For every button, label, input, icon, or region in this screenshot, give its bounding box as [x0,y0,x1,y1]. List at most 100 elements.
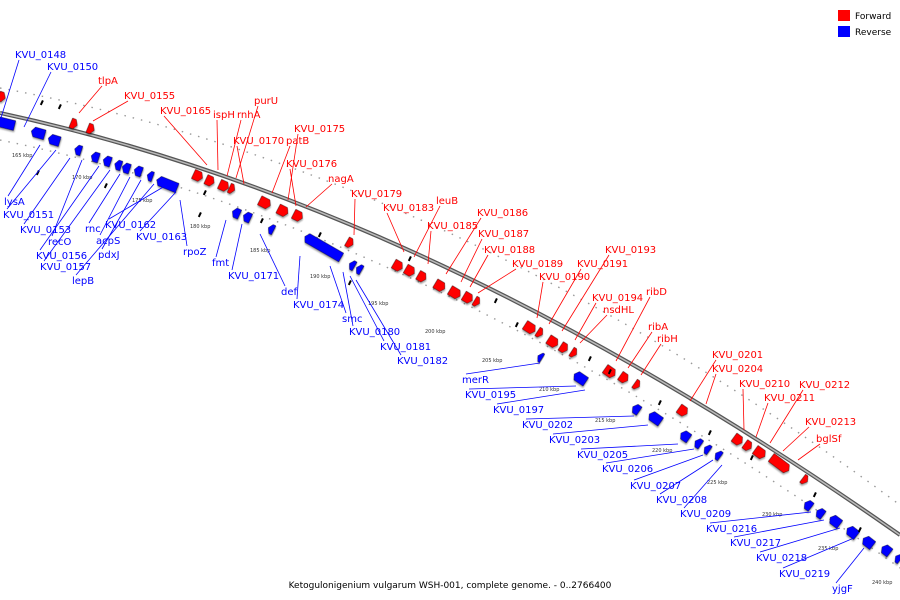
reverse-gene-label[interactable]: KVU_0207 [630,481,681,492]
reverse-gene-21[interactable] [678,429,693,444]
reverse-gene-19[interactable] [630,403,643,416]
forward-gene-0[interactable] [0,90,7,103]
forward-gene-label[interactable]: KVU_0155 [124,91,175,102]
forward-gene-label[interactable]: tlpA [98,76,118,87]
reverse-gene-label[interactable]: KVU_0206 [602,464,653,475]
reverse-gene-8[interactable] [133,165,144,178]
forward-gene-label[interactable]: ribD [646,287,667,298]
forward-gene-17[interactable] [471,295,482,308]
forward-gene-21[interactable] [557,341,570,355]
forward-gene-24[interactable] [617,371,630,384]
reverse-gene-31[interactable] [893,552,900,565]
forward-gene-label[interactable]: KVU_0210 [739,379,790,390]
forward-gene-7[interactable] [257,195,272,210]
forward-gene-26[interactable] [675,403,690,418]
forward-gene-label[interactable]: KVU_0183 [383,203,434,214]
forward-gene-label[interactable]: KVU_0188 [484,245,535,256]
reverse-gene-label[interactable]: KVU_0218 [756,553,807,564]
forward-gene-22[interactable] [568,346,579,359]
reverse-gene-label[interactable]: KVU_0216 [706,524,757,535]
reverse-gene-3[interactable] [73,144,84,157]
forward-gene-1[interactable] [68,117,79,130]
forward-gene-label[interactable]: KVU_0179 [351,189,402,200]
forward-gene-label[interactable]: KVU_0165 [160,106,211,117]
reverse-gene-label[interactable]: KVU_0171 [228,271,279,282]
forward-gene-label[interactable]: KVU_0170 [233,136,284,147]
forward-gene-label[interactable]: KVU_0211 [764,393,815,404]
reverse-gene-0[interactable] [0,114,17,131]
reverse-gene-label[interactable]: pdxJ [98,250,120,261]
reverse-gene-20[interactable] [646,410,664,427]
forward-gene-23[interactable] [601,364,618,379]
forward-gene-label[interactable]: KVU_0185 [427,221,478,232]
forward-gene-label[interactable]: KVU_0187 [478,229,529,240]
forward-gene-label[interactable]: leuB [436,196,458,207]
forward-gene-15[interactable] [447,285,462,301]
reverse-gene-9[interactable] [145,170,155,182]
reverse-gene-label[interactable]: KVU_0180 [349,327,400,338]
forward-gene-label[interactable]: ribH [657,334,678,345]
reverse-gene-18[interactable] [571,370,589,387]
reverse-gene-17[interactable] [535,351,546,363]
reverse-gene-24[interactable] [713,449,724,462]
forward-gene-11[interactable] [390,258,405,273]
forward-gene-label[interactable]: nagA [328,174,354,185]
forward-gene-label[interactable]: KVU_0201 [712,350,763,361]
reverse-gene-22[interactable] [692,437,705,450]
reverse-gene-11[interactable] [230,207,243,220]
forward-gene-label[interactable]: KVU_0212 [799,380,850,391]
reverse-gene-28[interactable] [844,524,861,540]
reverse-gene-12[interactable] [241,211,254,224]
reverse-gene-25[interactable] [802,499,815,512]
forward-gene-label[interactable]: purU [254,96,278,107]
forward-gene-27[interactable] [730,432,745,447]
forward-gene-10[interactable] [344,236,355,249]
forward-gene-label[interactable]: ispH [213,110,235,121]
reverse-gene-label[interactable]: KVU_0219 [779,569,830,580]
reverse-gene-label[interactable]: KVU_0153 [20,225,71,236]
reverse-gene-label[interactable]: rnc [85,224,101,235]
forward-gene-4[interactable] [203,174,216,188]
forward-gene-label[interactable]: KVU_0189 [512,259,563,270]
reverse-gene-label[interactable]: KVU_0148 [15,50,66,61]
reverse-gene-label[interactable]: lepB [72,276,94,287]
reverse-gene-label[interactable]: recO [48,237,72,248]
forward-gene-19[interactable] [534,326,545,339]
reverse-gene-label[interactable]: rpoZ [183,247,207,258]
forward-gene-9[interactable] [291,209,304,222]
reverse-gene-label[interactable]: KVU_0156 [36,251,87,262]
reverse-gene-label[interactable]: KVU_0217 [730,538,781,549]
reverse-gene-label[interactable]: KVU_0208 [656,495,707,506]
reverse-gene-label[interactable]: KVU_0181 [380,342,431,353]
reverse-gene-label[interactable]: KVU_0205 [577,450,628,461]
reverse-gene-label[interactable]: fmt [212,258,229,269]
forward-gene-14[interactable] [432,278,448,293]
forward-gene-29[interactable] [751,445,768,460]
forward-gene-8[interactable] [275,203,290,218]
reverse-gene-2[interactable] [47,133,62,147]
reverse-gene-23[interactable] [702,443,713,456]
forward-gene-label[interactable]: KVU_0191 [577,259,628,270]
reverse-gene-label[interactable]: KVU_0151 [3,210,54,221]
reverse-gene-29[interactable] [860,534,877,550]
reverse-gene-7[interactable] [121,162,132,175]
reverse-gene-label[interactable]: smc [342,314,362,325]
reverse-gene-label[interactable]: KVU_0195 [465,390,516,401]
reverse-gene-label[interactable]: yjgF [832,584,853,595]
forward-gene-label[interactable]: patB [286,136,309,147]
reverse-gene-1[interactable] [30,126,47,140]
forward-gene-label[interactable]: KVU_0175 [294,124,345,135]
forward-gene-label[interactable]: KVU_0204 [712,364,763,375]
forward-gene-3[interactable] [191,169,204,182]
forward-gene-16[interactable] [460,290,475,305]
reverse-gene-26[interactable] [814,507,827,520]
reverse-gene-label[interactable]: KVU_0197 [493,405,544,416]
forward-gene-label[interactable]: bglSf [816,434,842,445]
reverse-gene-label[interactable]: KVU_0163 [136,232,187,243]
reverse-gene-label[interactable]: KVU_0202 [522,420,573,431]
forward-gene-label[interactable]: rnhA [237,110,261,121]
reverse-gene-label[interactable]: lysA [4,197,25,208]
reverse-gene-27[interactable] [827,513,844,529]
reverse-gene-30[interactable] [879,543,894,558]
forward-gene-6[interactable] [226,182,237,195]
